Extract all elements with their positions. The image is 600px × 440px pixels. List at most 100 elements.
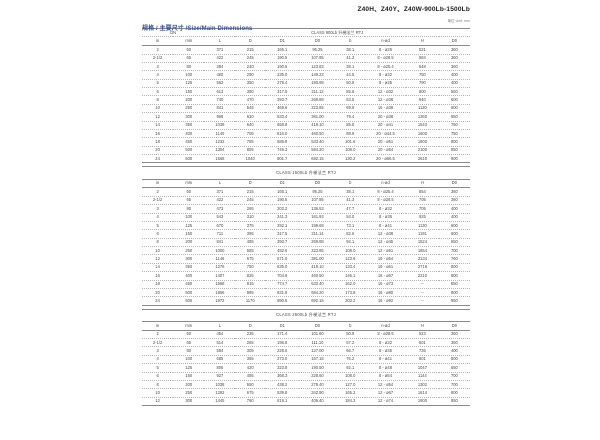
cell-D0: 600	[438, 221, 470, 231]
cell-L: 806	[204, 363, 236, 373]
table-column-header-row: in mm L D D1 D0 b n-ød H D0	[142, 36, 470, 47]
cell-n-ød: 8 - ø41	[365, 355, 407, 365]
cell-D0: 700	[438, 372, 470, 381]
cell-in: 8	[142, 380, 174, 390]
cell-in: 2	[142, 45, 174, 55]
table-row: 16 400 1407 825 704.8 460.50 146.1 16 - ø67 2210…	[142, 271, 470, 281]
cell-L: 1292	[204, 388, 236, 398]
cell-D1: 273.0	[264, 355, 300, 365]
cell-D: 760	[235, 397, 265, 407]
cell-in: 6	[142, 372, 174, 381]
cell-n-ød: 12 - ø38	[365, 229, 407, 239]
cell-in: 12	[142, 397, 174, 407]
cell-D: 825	[235, 271, 265, 281]
cell-D0: 419.10	[299, 121, 336, 130]
cell-D0: 228.60	[299, 372, 336, 381]
cell-mm: 80	[173, 204, 205, 214]
cell-D: 265	[235, 204, 265, 214]
cell-D: 470	[235, 95, 265, 105]
cell-mm: 200	[173, 238, 205, 248]
cell-H: 801	[406, 355, 439, 365]
cell-H: 648	[406, 62, 439, 72]
cell-H: 1302	[406, 380, 439, 390]
cell-mm: 100	[173, 70, 205, 80]
section-subtitle-row: 规格 / 主要尺寸 /Size/Main Dimensions 单位 Unit:…	[142, 17, 470, 32]
cell-D0: 323.85	[299, 246, 336, 256]
cell-b: 63.5	[335, 95, 366, 105]
cell-L: 1276	[204, 263, 236, 273]
cell-D0: 161.93	[299, 213, 336, 222]
cell-D0: 950	[438, 296, 470, 306]
cell-D0: 199.68	[299, 221, 336, 231]
cell-D0: 600	[438, 229, 470, 239]
cell-mm: 125	[173, 79, 205, 89]
cell-H: 1800	[406, 137, 439, 147]
cell-mm: 350	[173, 121, 205, 130]
cell-D0: 381.00	[299, 254, 336, 264]
cell-D: 245	[235, 196, 265, 206]
cell-n-ød: 8 - ø28.5	[365, 196, 407, 206]
cell-D0: 95.25	[299, 45, 336, 55]
cell-D: 355	[235, 355, 265, 365]
column-header-7: n-ød	[365, 321, 407, 331]
cell-mm: 450	[173, 280, 205, 289]
cell-D: 245	[235, 54, 265, 63]
cell-D: 1170	[235, 296, 265, 306]
table-row: 3 80 584 305 228.6 127.00 66.7 8 - ø35 735 400	[142, 346, 470, 356]
section-heading: CLASS 1500Lb 升梯法兰 RTJ	[142, 166, 470, 180]
cell-in: 8	[142, 95, 174, 105]
cell-D1: 831.8	[264, 288, 300, 298]
cell-L: 1038	[204, 380, 236, 390]
cell-mm: 50	[173, 330, 205, 340]
cell-D0: 400	[438, 79, 470, 89]
cell-mm: 400	[173, 129, 205, 139]
table-row: 8 200 1038 550 438.2 279.40 127.0 12 - ø54 1302 7…	[142, 380, 470, 390]
cell-mm: 300	[173, 397, 205, 407]
cell-D0: 760	[438, 121, 470, 130]
cell-in: 5	[142, 221, 174, 231]
table-row: 2-1/2 65 514 265 196.8 111.10 57.2 8 - ø32 601 36…	[142, 338, 470, 348]
cell-L: 711	[204, 229, 236, 239]
cell-b: 69.9	[335, 104, 366, 114]
cell-mm: 100	[173, 355, 205, 365]
column-header-1: mm	[173, 321, 205, 331]
cell-in: 12	[142, 112, 174, 122]
cell-in: 14	[142, 121, 174, 130]
cell-D1: 774.7	[264, 280, 300, 289]
column-header-5: D0	[299, 179, 336, 189]
cell-n-ød: 8 - ø28.5	[365, 54, 407, 63]
cell-n-ød: 16 - ø38	[365, 104, 407, 114]
cell-D0: 269.88	[299, 95, 336, 105]
cell-L: 613	[204, 87, 236, 97]
table-row: 20 500 1866 985 831.8 584.20 173.8 16 - ø80 -- 90…	[142, 288, 470, 298]
table-row: 2 50 454 235 171.4 101.60 50.9 8 - ø28.5 523 360	[142, 330, 470, 340]
cell-D: 610	[235, 112, 265, 122]
table-row: 24 600 1972 1170 990.6 692.15 203.2 16 - ø92 -- 9…	[142, 296, 470, 306]
cell-D0: 279.40	[299, 380, 336, 390]
cell-b: 66.7	[335, 346, 366, 356]
cell-D1: 171.4	[264, 330, 300, 340]
cell-mm: 600	[173, 296, 205, 306]
column-header-6: b	[335, 321, 366, 331]
group-header-dn: DN	[142, 27, 205, 38]
cell-D1: 190.5	[264, 196, 300, 206]
cell-b: 47.7	[335, 204, 366, 214]
column-header-8: H	[406, 321, 439, 331]
cell-D0: 500	[438, 355, 470, 365]
cell-in: 12	[142, 254, 174, 264]
cell-D1: 619.1	[264, 397, 300, 407]
cell-D: 750	[235, 263, 265, 273]
cell-D0: 800	[438, 263, 470, 273]
cell-b: 73.1	[335, 221, 366, 231]
cell-D: 855	[235, 146, 265, 156]
cell-L: 371	[204, 45, 236, 55]
section-heading: CLASS 2500Lb 升梯法兰 RTJ	[142, 308, 470, 322]
cell-in: 10	[142, 388, 174, 398]
table-row: 2 50 371 215 165.1 95.25 38.1 8 - ø25.4 654 360	[142, 187, 470, 197]
cell-H: 735	[406, 346, 439, 356]
cell-D: 585	[235, 246, 265, 256]
cell-D0: 400	[438, 213, 470, 222]
cell-D1: 469.6	[264, 104, 300, 114]
cell-H: 2210	[406, 271, 439, 281]
column-header-8: H	[406, 179, 439, 189]
